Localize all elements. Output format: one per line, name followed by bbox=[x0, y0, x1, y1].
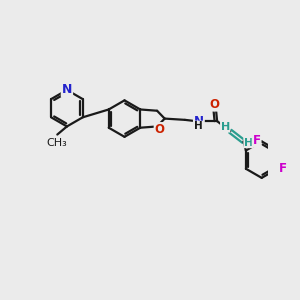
Text: H: H bbox=[194, 121, 203, 131]
Text: F: F bbox=[253, 134, 261, 147]
Text: O: O bbox=[210, 98, 220, 111]
Text: H: H bbox=[220, 122, 230, 132]
Text: F: F bbox=[279, 162, 287, 175]
Text: N: N bbox=[194, 115, 204, 128]
Text: N: N bbox=[62, 83, 72, 97]
Text: O: O bbox=[154, 123, 165, 136]
Text: H: H bbox=[244, 138, 253, 148]
Text: CH₃: CH₃ bbox=[46, 138, 67, 148]
